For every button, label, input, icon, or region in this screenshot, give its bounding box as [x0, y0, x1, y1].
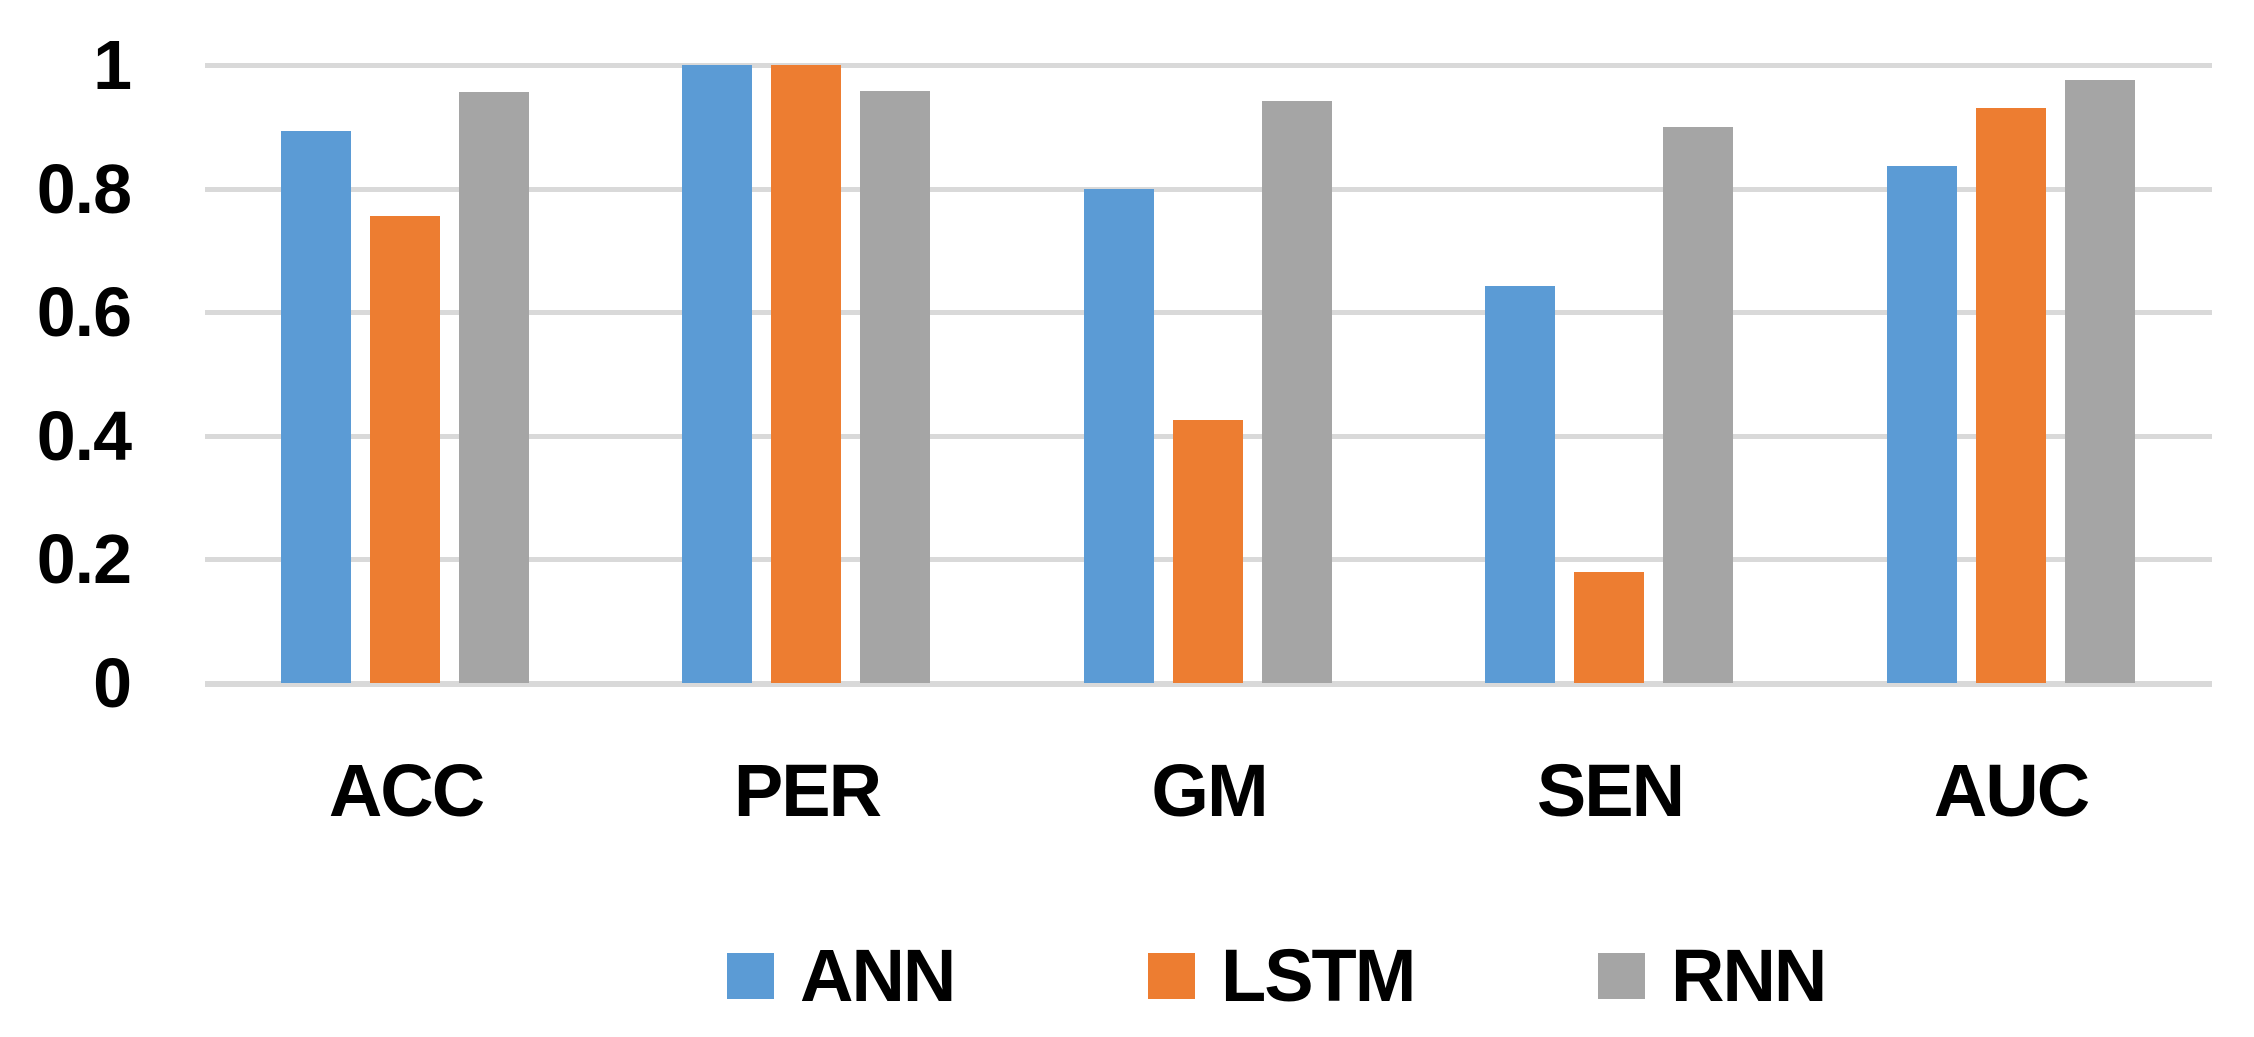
x-axis-category-label-gm: GM	[1151, 749, 1268, 832]
bar-lstm-gm	[1173, 420, 1243, 683]
y-axis-tick-label: 0	[93, 644, 132, 722]
y-axis-tick-label: 1	[93, 26, 132, 104]
legend-item-lstm: LSTM	[1148, 934, 1416, 1017]
x-axis-category-label-per: PER	[733, 749, 882, 832]
x-axis-category-label-acc: ACC	[328, 749, 485, 832]
legend-item-rnn: RNN	[1598, 934, 1827, 1017]
bar-ann-sen	[1485, 286, 1555, 683]
legend-swatch-lstm	[1148, 953, 1195, 999]
legend-swatch-ann	[727, 953, 774, 999]
y-axis-tick-label: 0.8	[36, 149, 132, 228]
x-axis-category-label-sen: SEN	[1536, 749, 1685, 832]
bar-rnn-auc	[2065, 80, 2135, 683]
bar-rnn-sen	[1663, 127, 1733, 683]
gridline	[205, 310, 2212, 316]
y-axis-tick-label: 0.4	[36, 396, 132, 475]
x-axis-category-label-auc: AUC	[1933, 749, 2090, 832]
bar-ann-auc	[1887, 166, 1957, 683]
bar-rnn-per	[860, 91, 930, 683]
bar-lstm-acc	[370, 216, 440, 683]
bar-ann-per	[682, 65, 752, 683]
legend-label-lstm: LSTM	[1221, 934, 1416, 1017]
legend-label-rnn: RNN	[1671, 934, 1827, 1017]
y-axis-tick-label: 0.6	[36, 273, 132, 352]
bar-rnn-gm	[1262, 101, 1332, 683]
y-axis-tick-label: 0.2	[36, 520, 132, 599]
bar-ann-acc	[281, 131, 351, 683]
bar-ann-gm	[1084, 189, 1154, 683]
gridline	[205, 186, 2212, 192]
legend-item-ann: ANN	[727, 934, 956, 1017]
legend-swatch-rnn	[1598, 953, 1645, 999]
bar-lstm-sen	[1574, 572, 1644, 683]
bar-lstm-per	[771, 65, 841, 683]
bar-lstm-auc	[1976, 108, 2046, 683]
bar-rnn-acc	[459, 92, 529, 683]
legend-label-ann: ANN	[800, 934, 956, 1017]
x-axis-line	[205, 681, 2212, 687]
gridline	[205, 63, 2212, 68]
